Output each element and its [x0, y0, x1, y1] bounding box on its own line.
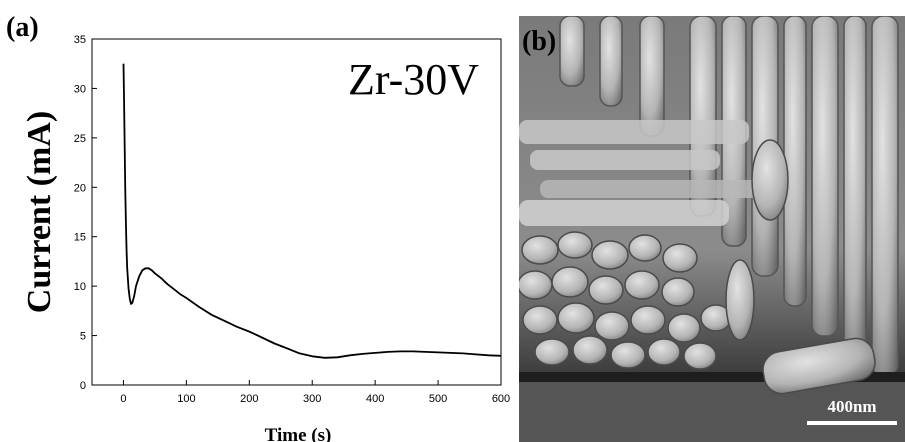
- y-axis-title: Current (mA): [21, 111, 58, 313]
- y-tick-label: 10: [74, 281, 86, 293]
- x-tick-label: 200: [240, 393, 258, 405]
- y-tick-label: 0: [80, 380, 86, 392]
- y-tick-label: 15: [74, 232, 86, 244]
- tube-ends: [519, 139, 789, 370]
- current-series-line: [122, 63, 502, 359]
- x-axis-title: Time (s): [265, 425, 332, 442]
- y-tick-label: 25: [74, 133, 86, 145]
- x-tick-label: 600: [492, 393, 510, 405]
- x-tick-label: 100: [177, 393, 195, 405]
- y-tick-label: 30: [74, 83, 86, 95]
- y-tick-label: 20: [74, 182, 86, 194]
- lying-nanotube: [762, 337, 876, 395]
- panel-b-label: (b): [522, 26, 556, 57]
- panel-a-label: (a): [6, 12, 39, 43]
- plot-area: [91, 38, 502, 386]
- sample-annotation: Zr-30V: [348, 55, 479, 104]
- y-tick-label: 35: [74, 34, 86, 46]
- x-tick-label: 400: [366, 393, 384, 405]
- x-tick-label: 0: [120, 393, 126, 405]
- x-axis: 0 100 200 300 400 500 600: [120, 380, 510, 405]
- x-tick-label: 300: [303, 393, 321, 405]
- sem-image: [519, 16, 905, 442]
- scale-bar: [807, 421, 897, 425]
- debris-band: [519, 120, 770, 226]
- scale-bar-label: 400nm: [827, 397, 876, 416]
- y-axis: 0 5 10 15 20 25 30 35: [74, 34, 97, 392]
- y-tick-label: 5: [80, 331, 86, 343]
- x-tick-label: 500: [429, 393, 447, 405]
- series-layer: [122, 63, 502, 359]
- plot-frame: [91, 38, 502, 386]
